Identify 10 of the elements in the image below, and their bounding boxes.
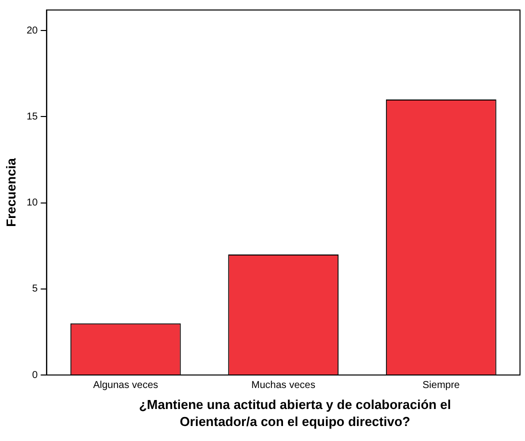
y-tick-label: 20 (26, 25, 38, 36)
y-tick-label: 15 (26, 111, 38, 122)
y-axis-title: Frecuencia (3, 157, 18, 227)
y-tick-label: 5 (32, 284, 38, 295)
x-tick-label: Siempre (422, 380, 460, 391)
y-tick-label: 10 (26, 198, 38, 209)
x-tick-label: Muchas veces (251, 380, 316, 391)
x-tick-label: Algunas veces (93, 380, 158, 391)
y-tick-label: 0 (32, 370, 38, 381)
x-axis-title: ¿Mantiene una actitud abierta y de colaboración el Orientador/a con el equipo directivo? (138, 396, 452, 430)
